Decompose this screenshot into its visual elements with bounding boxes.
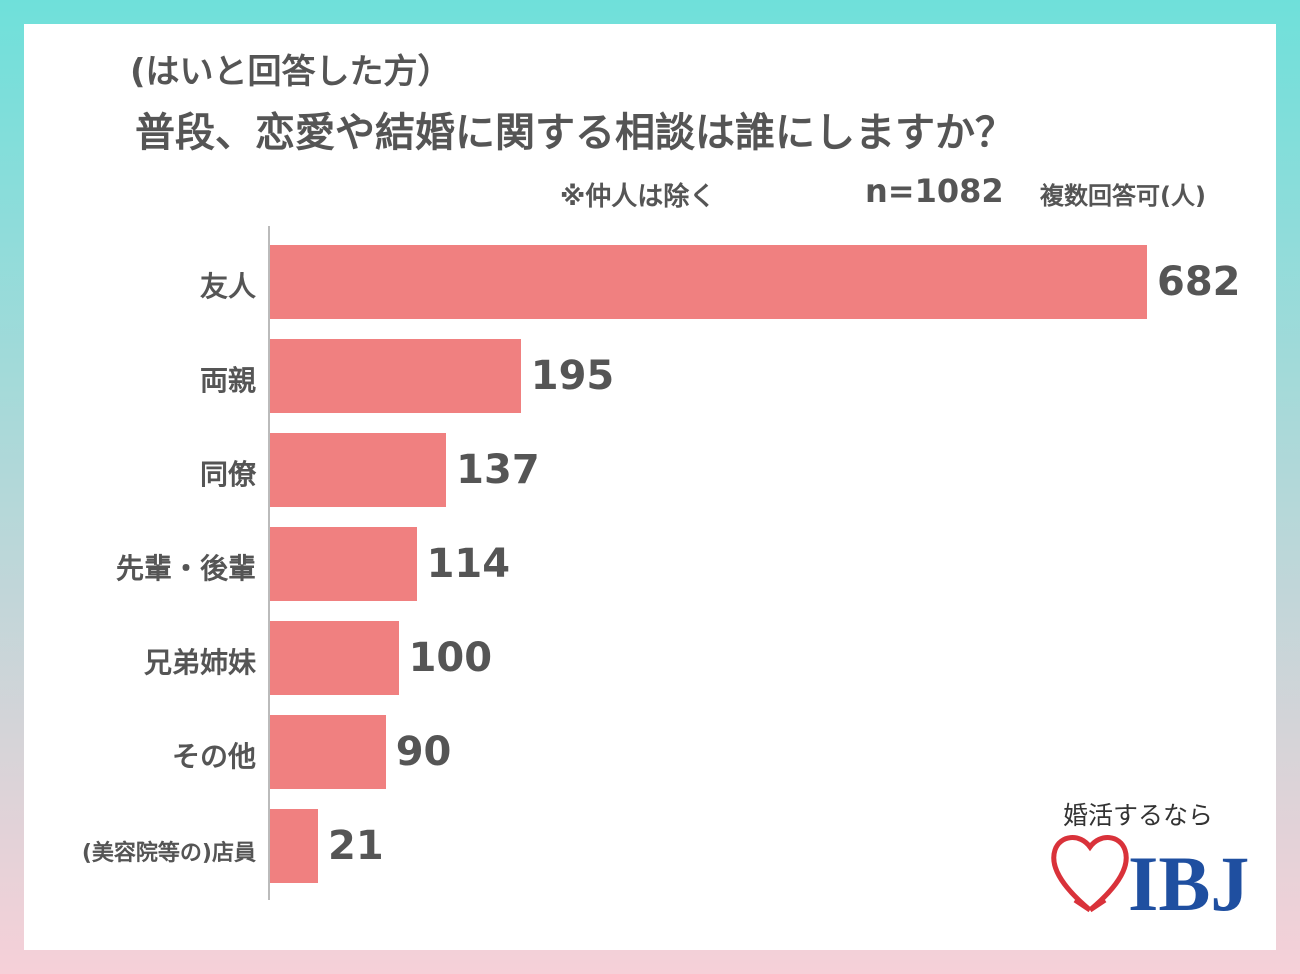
- bar: [270, 433, 447, 507]
- category-label: 兄弟姉妹: [143, 646, 256, 679]
- data-label: 682: [1157, 259, 1241, 305]
- logo-tagline: 婚活するなら: [1063, 801, 1214, 830]
- bar: [270, 715, 386, 789]
- data-label: 21: [328, 823, 384, 869]
- y-axis-line: [268, 226, 270, 900]
- data-label: 100: [408, 635, 493, 681]
- bar: [270, 809, 318, 883]
- category-label: その他: [171, 740, 256, 773]
- data-label: 137: [456, 447, 540, 493]
- category-label: 友人: [199, 270, 256, 303]
- svg-text:IBJ: IBJ: [1128, 840, 1249, 925]
- category-label: (美容院等の)店員: [81, 841, 256, 866]
- data-label: 114: [426, 541, 511, 587]
- category-label: 両親: [199, 364, 256, 397]
- ibj-logo: IBJ: [1051, 835, 1249, 925]
- bar: [270, 621, 399, 695]
- note: ※仲人は除く: [560, 182, 716, 212]
- bar: [270, 245, 1147, 319]
- multi-answer-note: 複数回答可(人): [1040, 182, 1206, 210]
- data-label: 90: [395, 729, 452, 775]
- bar: [270, 527, 417, 601]
- data-label: 195: [530, 353, 615, 399]
- sample-size: n=1082: [865, 172, 1004, 210]
- chart-panel: [24, 24, 1276, 950]
- chart-subtitle: (はいと回答した方）: [130, 52, 452, 92]
- bar: [270, 339, 521, 413]
- chart-title: 普段、恋愛や結婚に関する相談は誰にしますか？: [135, 110, 1015, 156]
- heart-icon: [1051, 835, 1129, 913]
- category-label: 先輩・後輩: [115, 552, 256, 585]
- category-label: 同僚: [199, 458, 256, 491]
